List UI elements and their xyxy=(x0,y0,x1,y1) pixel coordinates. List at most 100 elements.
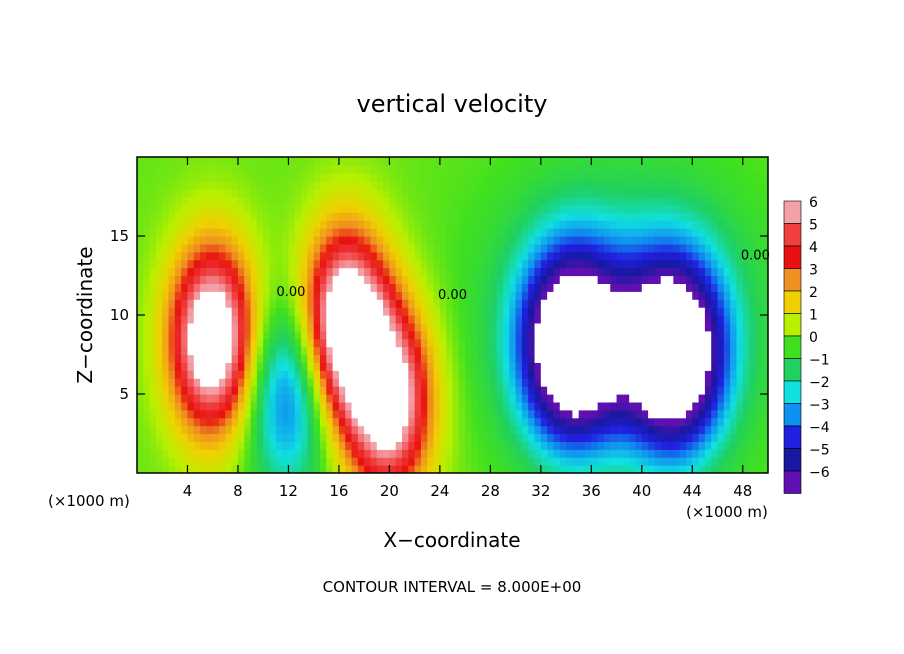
heatmap-cell xyxy=(591,157,599,166)
heatmap-cell xyxy=(301,164,308,174)
heatmap-cell xyxy=(471,346,479,356)
heatmap-cell xyxy=(263,362,271,371)
heatmap-cell xyxy=(143,394,151,403)
heatmap-cell xyxy=(319,370,327,379)
heatmap-cell xyxy=(635,425,643,435)
heatmap-cell xyxy=(477,409,485,419)
heatmap-cell xyxy=(288,417,296,427)
heatmap-cell xyxy=(307,220,315,229)
heatmap-cell xyxy=(717,338,725,348)
heatmap-cell xyxy=(301,401,308,411)
heatmap-cell xyxy=(641,236,649,245)
heatmap-cell xyxy=(408,283,416,292)
heatmap-cell xyxy=(723,212,731,221)
heatmap-cell xyxy=(282,243,290,253)
heatmap-cell xyxy=(502,417,510,427)
heatmap-cell xyxy=(446,441,454,450)
heatmap-cell xyxy=(597,338,605,348)
heatmap-cell xyxy=(370,441,378,450)
heatmap-cell xyxy=(490,386,498,395)
heatmap-cell xyxy=(452,378,460,387)
heatmap-cell xyxy=(559,267,567,277)
heatmap-cell xyxy=(143,204,151,213)
heatmap-cell xyxy=(730,330,738,340)
heatmap-cell xyxy=(496,378,504,387)
heatmap-cell xyxy=(187,401,195,411)
heatmap-cell xyxy=(301,315,308,324)
heatmap-cell xyxy=(256,259,264,269)
heatmap-cell xyxy=(761,188,768,198)
heatmap-cell xyxy=(244,354,252,363)
heatmap-cell xyxy=(635,212,643,221)
heatmap-cell xyxy=(685,251,693,261)
heatmap-cell xyxy=(698,283,706,292)
heatmap-cell xyxy=(761,315,768,324)
heatmap-cell xyxy=(193,315,201,324)
heatmap-cell xyxy=(723,425,731,435)
heatmap-cell xyxy=(515,346,523,356)
heatmap-cell xyxy=(515,457,523,466)
heatmap-cell xyxy=(168,441,176,450)
heatmap-cell xyxy=(591,449,599,458)
heatmap-cell xyxy=(383,457,390,466)
heatmap-cell xyxy=(439,251,447,261)
heatmap-cell xyxy=(206,196,214,205)
heatmap-cell xyxy=(395,378,403,387)
heatmap-cell xyxy=(648,267,656,277)
heatmap-cell xyxy=(521,457,529,466)
heatmap-cell xyxy=(408,307,416,316)
contour-label: 0.00 xyxy=(276,285,305,300)
heatmap-cell xyxy=(566,283,573,292)
heatmap-cell xyxy=(219,228,226,237)
heatmap-cell xyxy=(282,330,290,340)
heatmap-cell xyxy=(155,315,163,324)
heatmap-cell xyxy=(219,346,226,356)
heatmap-cell xyxy=(174,354,182,363)
heatmap-cell xyxy=(509,362,517,371)
heatmap-cell xyxy=(427,275,435,284)
heatmap-cell xyxy=(256,236,264,245)
heatmap-cell xyxy=(496,354,504,363)
heatmap-cell xyxy=(370,283,378,292)
heatmap-cell xyxy=(572,322,580,332)
heatmap-cell xyxy=(244,291,252,300)
heatmap-cell xyxy=(635,346,643,356)
heatmap-cell xyxy=(509,441,517,450)
heatmap-cell xyxy=(364,212,372,221)
heatmap-cell xyxy=(641,196,649,205)
heatmap-cell xyxy=(711,267,719,277)
heatmap-cell xyxy=(591,330,599,340)
heatmap-cell xyxy=(168,401,176,411)
heatmap-cell xyxy=(313,315,321,324)
heatmap-cell xyxy=(667,259,674,269)
heatmap-cell xyxy=(219,409,226,419)
heatmap-cell xyxy=(717,243,725,253)
heatmap-cell xyxy=(711,243,719,253)
heatmap-cell xyxy=(294,417,302,427)
heatmap-cell xyxy=(395,204,403,213)
heatmap-cell xyxy=(345,220,353,229)
heatmap-cell xyxy=(237,370,245,379)
heatmap-cell xyxy=(256,220,264,229)
heatmap-cell xyxy=(534,457,542,466)
heatmap-cell xyxy=(338,275,346,284)
heatmap-cell xyxy=(219,315,226,324)
heatmap-cell xyxy=(219,188,226,198)
heatmap-cell xyxy=(225,441,233,450)
colorbar-swatch xyxy=(783,425,802,449)
heatmap-cell xyxy=(465,267,473,277)
heatmap-cell xyxy=(200,243,208,253)
heatmap-cell xyxy=(200,267,208,277)
heatmap-cell xyxy=(200,409,208,419)
heatmap-cell xyxy=(711,188,719,198)
heatmap-cell xyxy=(585,243,592,253)
heatmap-cell xyxy=(439,465,447,473)
heatmap-cell xyxy=(370,394,378,403)
heatmap-cell xyxy=(515,394,523,403)
heatmap-cell xyxy=(622,275,630,284)
heatmap-cell xyxy=(332,465,340,473)
heatmap-cell xyxy=(477,394,485,403)
heatmap-cell xyxy=(149,172,157,182)
heatmap-cell xyxy=(206,188,214,198)
heatmap-cell xyxy=(603,401,611,411)
